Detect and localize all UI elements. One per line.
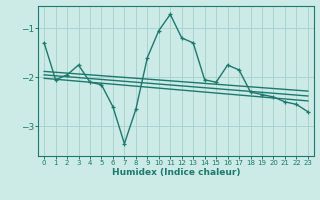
X-axis label: Humidex (Indice chaleur): Humidex (Indice chaleur)	[112, 168, 240, 177]
